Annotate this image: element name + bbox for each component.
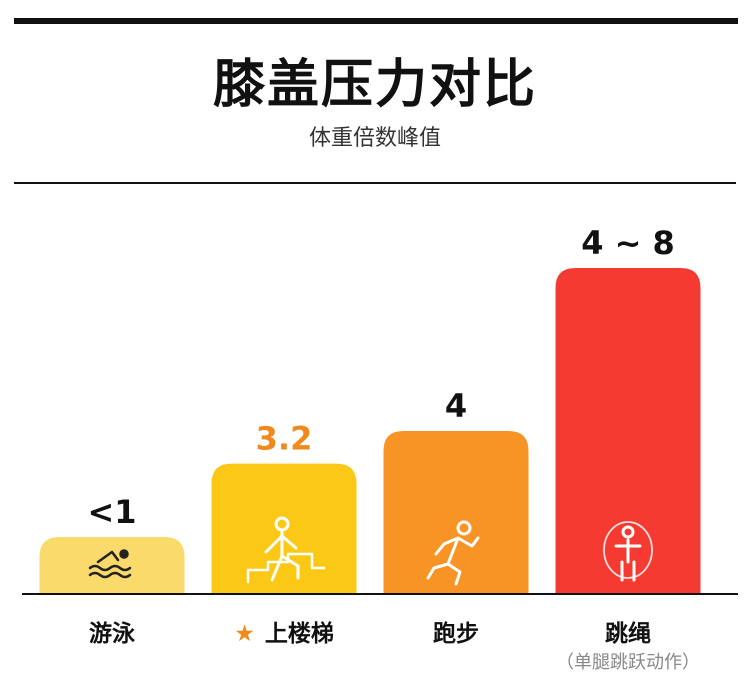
header-divider <box>14 182 736 184</box>
category-label-4: 跳绳 <box>538 614 718 648</box>
jump-rope-icon <box>603 521 653 582</box>
category-text: 跳绳 <box>605 621 651 647</box>
value-label-3: 4 <box>445 387 467 425</box>
top-rule <box>14 18 738 24</box>
value-label-4: 4 ~ 8 <box>581 224 675 262</box>
value-label-1: <1 <box>87 493 136 531</box>
runner-icon <box>426 520 480 586</box>
category-note: （单腿跳跃动作） <box>556 652 700 673</box>
category-label-2: ★ 上楼梯 <box>194 614 374 648</box>
category-text: 游泳 <box>89 621 135 647</box>
category-text: 上楼梯 <box>264 621 334 647</box>
bar-3 <box>383 431 529 594</box>
stair-climber-icon <box>246 516 326 584</box>
chart-title: 膝盖压力对比 <box>212 55 537 115</box>
chart-subtitle: 体重倍数峰值 <box>308 126 441 151</box>
category-text: 跑步 <box>433 621 479 647</box>
swimmer-icon <box>88 549 132 579</box>
bar-4 <box>555 268 701 594</box>
category-label-3: 跑步 <box>366 614 546 648</box>
star-icon: ★ <box>234 621 255 647</box>
category-label-1: 游泳 <box>22 614 202 648</box>
value-label-2: 3.2 <box>256 420 313 458</box>
